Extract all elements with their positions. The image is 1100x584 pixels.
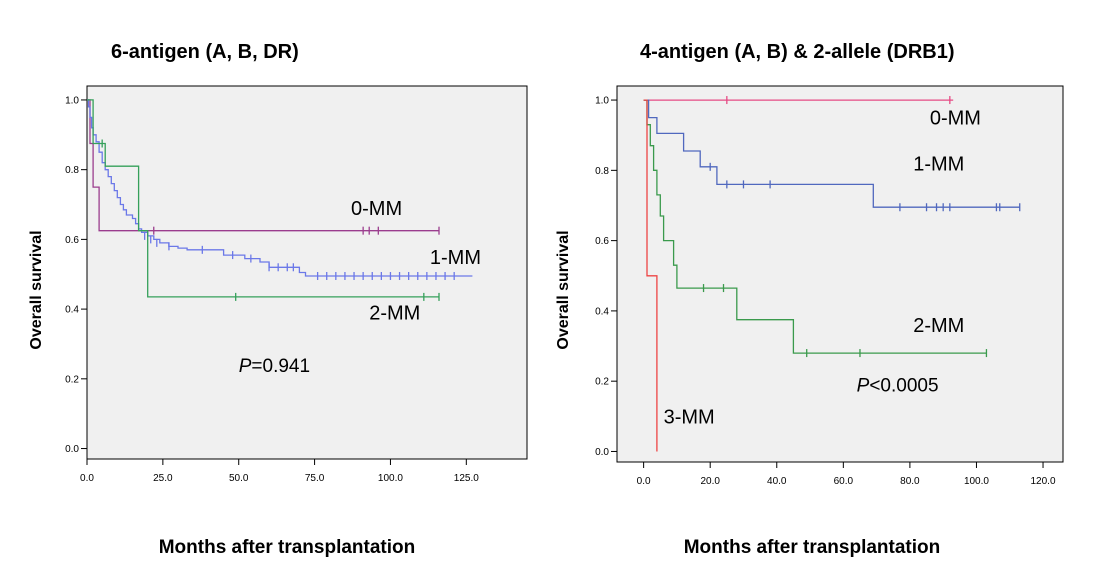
chart-1-y-tick-label: 0.6 [65, 235, 79, 246]
chart-2-y-tick-label: 0.2 [595, 377, 609, 388]
chart-2-x-tick-label: 20.0 [700, 476, 720, 487]
chart-1-series-1-mm-label: 1-MM [430, 247, 481, 269]
chart-1-x-axis-label: Months after transplantation [159, 537, 416, 558]
chart-2-plot-background [616, 85, 1064, 463]
chart-2-series-3-mm-line [643, 99, 658, 452]
chart-1-series-0-mm-label: 0-MM [351, 198, 402, 220]
chart-2-series-1-mm-line [643, 99, 1020, 208]
chart-1-y-tick-label: 0.8 [65, 165, 79, 176]
chart-2-p-value: P<0.0005 [857, 376, 939, 397]
chart-1-x-tick-label: 75.0 [305, 473, 325, 484]
chart-2-y-tick-label: 1.0 [595, 96, 609, 107]
chart-1-x-tick-label: 50.0 [229, 473, 249, 484]
chart-2-series-2-mm-line [643, 99, 987, 354]
chart-2-x-tick-label: 60.0 [834, 476, 854, 487]
chart-1-y-tick-label: 0.2 [65, 374, 79, 385]
chart-1-x-tick-label: 0.0 [80, 473, 94, 484]
chart-2-series-0-mm-label: 0-MM [930, 108, 981, 130]
chart-1-y-axis-label: Overall survival [28, 230, 45, 349]
chart-2-y-tick-label: 0.4 [595, 306, 609, 317]
chart-2-series-2-mm-label: 2-MM [913, 315, 964, 337]
chart-2-y-tick-label: 0.6 [595, 236, 609, 247]
chart-1-y-tick-label: 1.0 [65, 95, 79, 106]
chart-2-series-3-mm-label: 3-MM [664, 406, 715, 428]
chart-1-title: 6-antigen (A, B, DR) [111, 41, 299, 63]
chart-2-y-tick-label: 0.0 [595, 447, 609, 458]
chart-1-series-1-mm-line [87, 99, 473, 277]
chart-2-plot: 0.0 0.2 0.4 0.6 0.8 1.0 0.0 20.0 40.0 60.0 80.0 100… [595, 85, 1064, 487]
chart-2-x-tick-label: 0.0 [637, 476, 651, 487]
chart-1-plot-background [86, 85, 528, 460]
chart-2-series-1-mm-label: 1-MM [913, 153, 964, 175]
chart-2-x-tick-label: 120.0 [1031, 476, 1056, 487]
chart-1-x-tick-label: 100.0 [378, 473, 403, 484]
chart-2-x-tick-label: 100.0 [964, 476, 989, 487]
chart-1-y-tick-label: 0.4 [65, 305, 79, 316]
chart-1-x-tick-label: 25.0 [153, 473, 173, 484]
chart-2-y-tick-label: 0.8 [595, 166, 609, 177]
chart-1-x-tick-label: 125.0 [454, 473, 479, 484]
chart-2-x-axis-label: Months after transplantation [684, 537, 941, 558]
chart-1-p-value: P=0.941 [239, 356, 310, 377]
chart-2-y-axis-label: Overall survival [555, 230, 572, 349]
chart-2-title: 4-antigen (A, B) & 2-allele (DRB1) [640, 41, 954, 63]
chart-1-series-2-mm-line [87, 99, 439, 298]
chart-1-series-2-mm-label: 2-MM [369, 303, 420, 325]
chart-2-x-tick-label: 80.0 [900, 476, 920, 487]
chart-1-y-tick-label: 0.0 [65, 444, 79, 455]
chart-2-x-tick-label: 40.0 [767, 476, 787, 487]
chart-1-plot: 0.0 0.2 0.4 0.6 0.8 1.0 0.0 25.0 50.0 75.0 100.0 12… [65, 85, 528, 484]
